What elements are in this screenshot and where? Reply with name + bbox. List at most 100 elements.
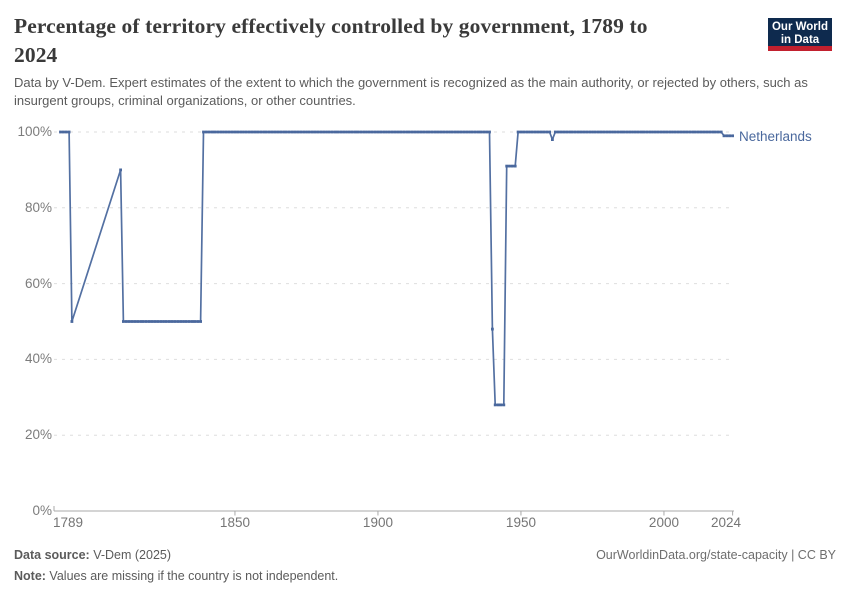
data-point-1944 (502, 403, 506, 407)
data-point-1929 (459, 130, 463, 134)
data-point-1827 (167, 320, 171, 323)
data-point-1979 (602, 130, 606, 134)
data-point-2010 (691, 130, 694, 134)
data-point-1824 (159, 320, 162, 323)
data-point-1888 (342, 130, 345, 134)
footer-source: Data source: V-Dem (2025) (14, 548, 171, 562)
data-point-1927 (453, 130, 457, 134)
data-point-1845 (219, 130, 223, 134)
data-point-1831 (179, 320, 182, 323)
data-point-1819 (144, 320, 148, 323)
owid-logo: Our World in Data (768, 18, 832, 49)
data-point-1945 (505, 164, 509, 168)
data-point-1833 (184, 320, 188, 323)
data-point-1829 (173, 320, 177, 323)
data-point-2019 (716, 130, 720, 134)
data-point-1865 (276, 130, 280, 134)
data-point-1893 (356, 130, 360, 134)
data-point-1989 (631, 130, 634, 134)
data-point-1938 (485, 130, 488, 134)
data-point-1986 (622, 130, 626, 134)
data-point-1997 (654, 130, 657, 134)
data-point-1836 (193, 320, 197, 323)
data-point-1937 (482, 130, 486, 134)
data-point-1892 (353, 130, 357, 134)
data-point-1900 (376, 130, 380, 134)
data-point-2016 (708, 130, 712, 134)
data-point-1899 (373, 130, 377, 134)
data-point-1789 (59, 130, 62, 134)
data-point-1881 (322, 130, 325, 134)
logo-line-2: in Data (780, 34, 820, 46)
data-point-1793 (70, 320, 74, 323)
data-point-1949 (516, 130, 520, 134)
data-point-1910 (405, 130, 408, 134)
data-point-1999 (659, 130, 663, 134)
title-line-2: 2024 (14, 43, 58, 67)
data-point-1920 (433, 130, 437, 134)
data-point-1813 (127, 320, 131, 323)
data-point-1837 (196, 320, 200, 323)
data-point-1889 (345, 130, 348, 134)
chart-subtitle: Data by V-Dem. Expert estimates of the e… (14, 75, 808, 108)
data-point-1890 (348, 130, 351, 134)
data-point-1879 (316, 130, 320, 134)
data-point-1823 (156, 320, 160, 323)
data-point-1992 (639, 130, 643, 134)
data-point-1811 (122, 320, 125, 323)
data-point-1936 (479, 130, 483, 134)
data-point-1841 (207, 130, 211, 134)
data-point-1884 (330, 130, 334, 134)
data-point-2012 (696, 130, 700, 134)
data-point-1954 (531, 130, 534, 134)
data-point-2023 (728, 134, 732, 138)
data-point-1970 (576, 130, 580, 134)
data-point-1995 (648, 130, 652, 134)
data-point-1839 (202, 130, 205, 134)
data-point-2000 (662, 130, 666, 134)
data-point-1894 (359, 130, 363, 134)
data-point-1906 (393, 130, 397, 134)
data-point-1976 (593, 130, 597, 134)
data-point-1838 (199, 320, 202, 323)
y-tick-label-100: 100% (17, 124, 52, 139)
data-point-1854 (245, 130, 248, 134)
data-point-1851 (236, 130, 240, 134)
logo-line-1: Our World (771, 21, 828, 33)
data-point-1926 (450, 130, 454, 134)
data-point-1966 (565, 130, 569, 134)
data-point-1956 (536, 130, 540, 134)
data-point-1872 (296, 130, 300, 134)
data-point-1946 (508, 164, 511, 168)
data-point-2007 (682, 130, 686, 134)
data-point-1941 (493, 403, 497, 407)
data-point-1874 (302, 130, 305, 134)
data-point-1918 (428, 130, 431, 134)
data-point-1814 (130, 320, 134, 323)
data-point-1856 (250, 130, 254, 134)
data-point-1953 (528, 130, 531, 134)
data-point-1862 (267, 130, 271, 134)
data-point-2020 (719, 130, 723, 134)
data-point-1820 (147, 320, 151, 323)
data-point-1959 (545, 130, 549, 134)
data-point-1864 (273, 130, 277, 134)
data-point-1897 (368, 130, 371, 134)
data-point-2014 (702, 130, 706, 134)
netherlands-line (60, 131, 733, 406)
data-point-1967 (568, 130, 571, 134)
data-point-1909 (402, 130, 406, 134)
title-line-1: Percentage of territory effectively cont… (14, 14, 648, 38)
data-point-1905 (390, 130, 394, 134)
data-point-1985 (619, 130, 623, 134)
data-point-1996 (651, 130, 654, 134)
data-point-1994 (645, 130, 649, 134)
data-point-1925 (448, 130, 451, 134)
data-point-1855 (247, 130, 251, 134)
data-point-1792 (67, 130, 71, 134)
data-point-1821 (150, 320, 154, 323)
data-point-1863 (270, 130, 274, 134)
data-point-1904 (388, 130, 391, 134)
